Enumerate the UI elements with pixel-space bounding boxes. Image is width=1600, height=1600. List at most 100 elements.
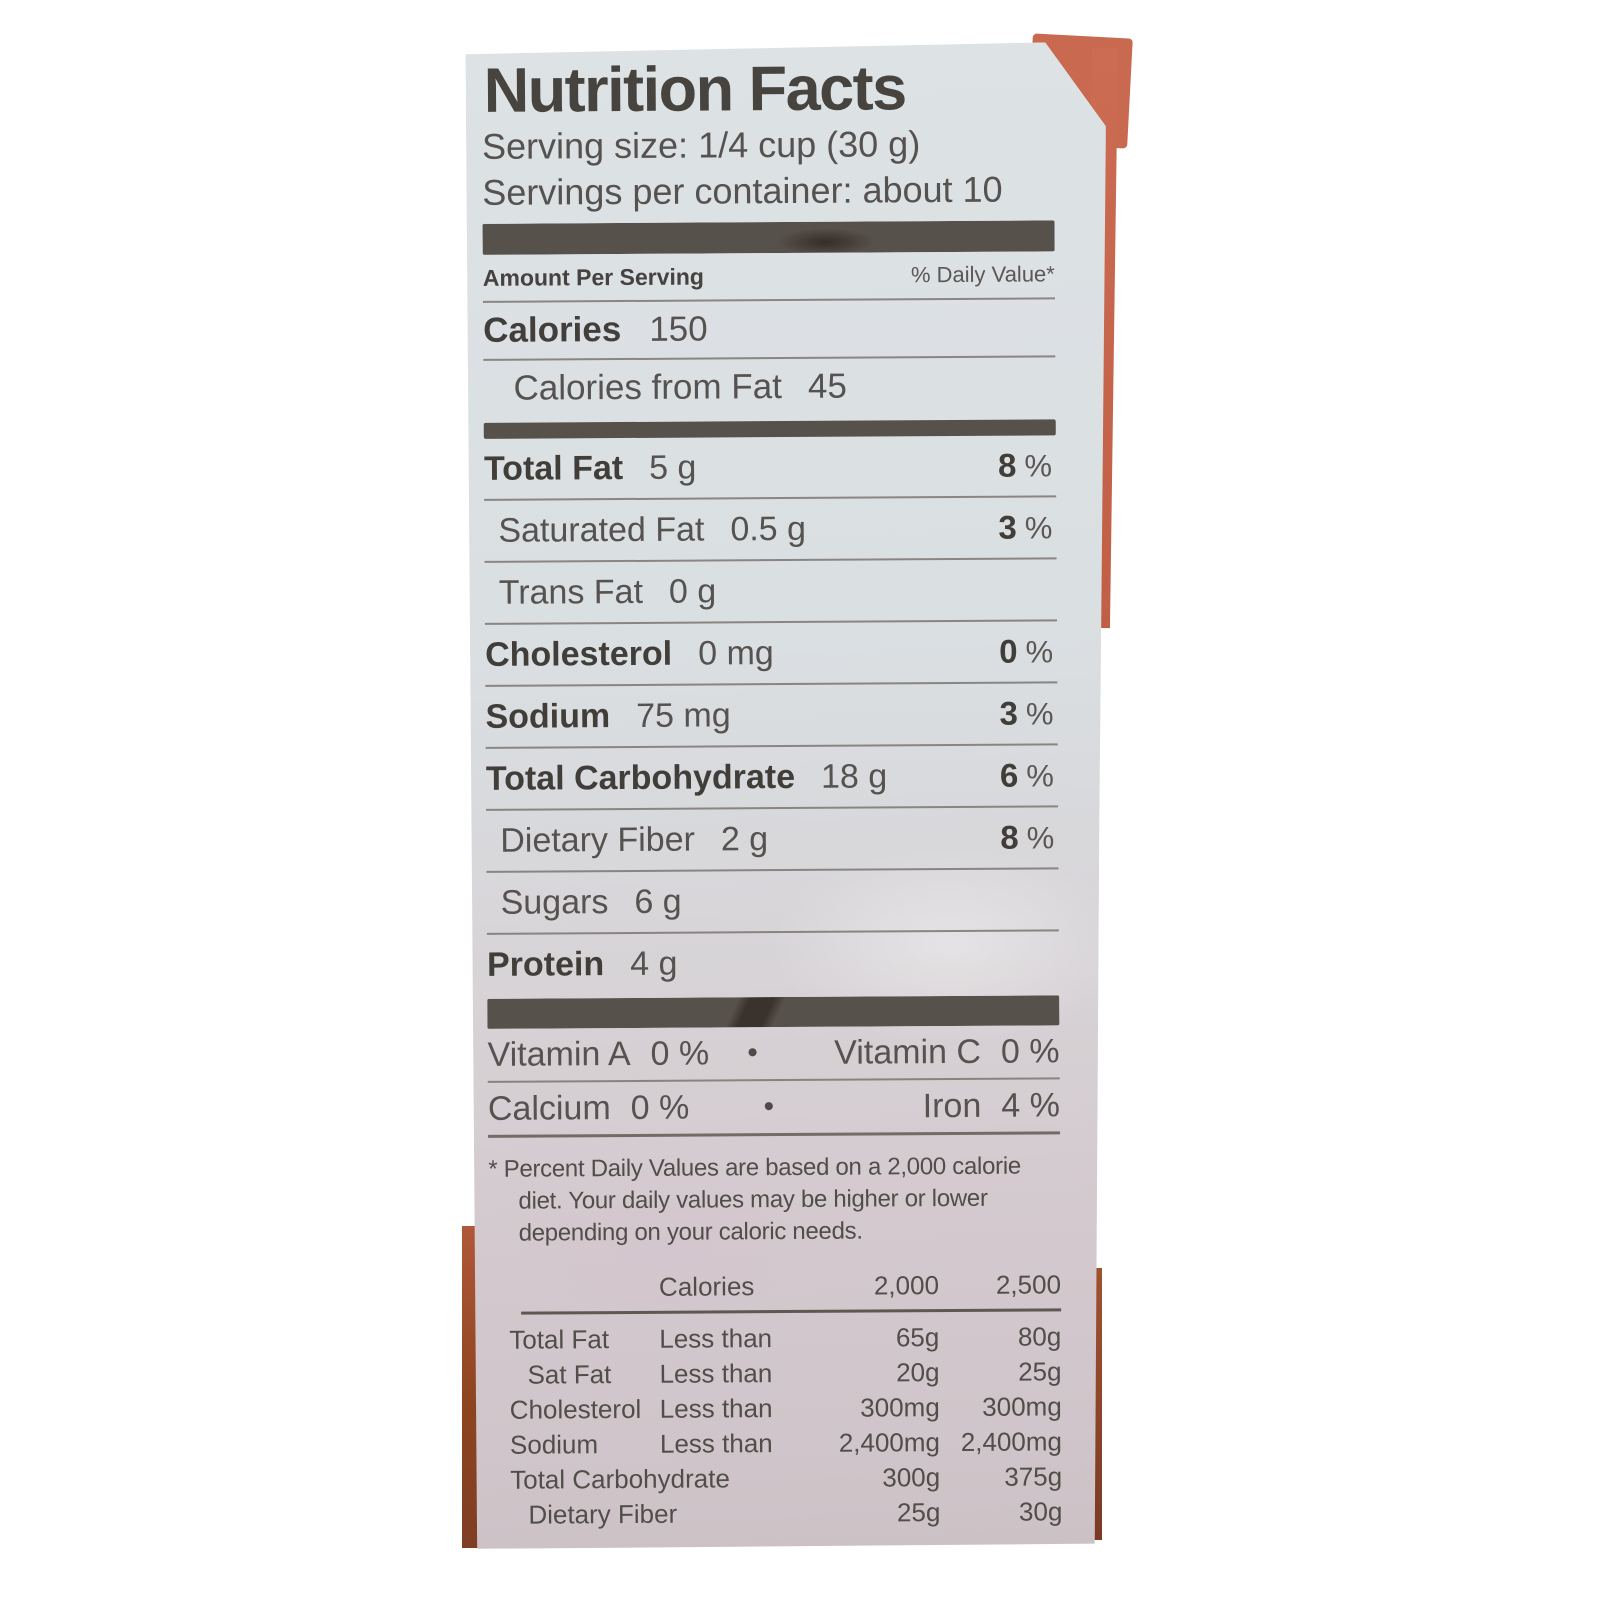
- daily-value: 0%: [999, 632, 1057, 670]
- row-value-2500: 25g: [1018, 1356, 1062, 1387]
- percent-sign: %: [1026, 758, 1054, 794]
- percent-sign: %: [1025, 634, 1054, 670]
- percent-sign: %: [1024, 448, 1053, 484]
- daily-value-number: 3: [998, 508, 1017, 546]
- nutrient-name: Saturated Fat: [498, 510, 705, 550]
- footnote-line: depending on your caloric needs.: [518, 1217, 863, 1247]
- nutrient-amount: 0 mg: [698, 633, 774, 673]
- nutrient-amount: 0.5 g: [730, 509, 807, 548]
- vitamin-value: 4 %: [1001, 1085, 1061, 1125]
- row-value-2500: 300mg: [982, 1391, 1062, 1422]
- nutrient-row-total-carbohydrate: Total Carbohydrate 18 g 6%: [486, 745, 1058, 808]
- calories-from-fat-row: Calories from Fat 45: [483, 357, 1055, 416]
- daily-value-number: 8: [1000, 818, 1019, 856]
- header-calories: Calories: [658, 1270, 755, 1302]
- nutrient-name: Sodium: [485, 696, 611, 736]
- nutrition-facts-label: Nutrition Facts Serving size: 1/4 cup (3…: [465, 42, 1114, 1549]
- row-qualifier: Less than: [659, 1358, 773, 1389]
- vitamin-row-2: Calcium 0 % • Iron 4 %: [488, 1079, 1060, 1134]
- daily-value-number: 0: [999, 632, 1018, 670]
- vitamin-name: Iron: [922, 1086, 982, 1125]
- nutrient-name: Total Fat: [483, 448, 624, 488]
- row-value-2500: 375g: [1004, 1461, 1063, 1492]
- table-row: Sat Fat Less than 20g 25g: [509, 1354, 1061, 1392]
- vitamin-name: Calcium: [487, 1088, 611, 1128]
- row-name: Total Fat: [509, 1324, 610, 1355]
- percent-sign: %: [1024, 510, 1053, 546]
- row-qualifier: Less than: [659, 1323, 773, 1354]
- nutrient-amount: 4 g: [630, 944, 678, 983]
- nutrient-row-cholesterol: Cholesterol 0 mg 0%: [485, 621, 1057, 684]
- vitamin-name: Vitamin C: [834, 1032, 982, 1072]
- nutrient-amount: 0 g: [668, 571, 717, 611]
- daily-value-number: 8: [997, 446, 1017, 484]
- nutrient-name: Trans Fat: [498, 572, 644, 612]
- nutrient-amount: 75 mg: [636, 695, 731, 735]
- daily-value: 3%: [998, 508, 1056, 546]
- servings-per-container-text: Servings per container: about 10: [482, 168, 1003, 213]
- row-value-2000: 25g: [896, 1497, 941, 1528]
- serving-size-text: Serving size: 1/4 cup (30 g): [481, 123, 921, 167]
- daily-value-number: 6: [999, 756, 1019, 794]
- nutrient-amount: 18 g: [820, 756, 888, 796]
- row-name: Sodium: [509, 1429, 599, 1460]
- amount-per-serving-label: Amount Per Serving: [482, 263, 705, 291]
- table-row: Dietary Fiber 25g 30g: [510, 1494, 1062, 1532]
- vitamin-name: Vitamin A: [487, 1034, 631, 1074]
- nutrient-name: Protein: [486, 944, 605, 984]
- vitamin-value: 0 %: [630, 1088, 690, 1127]
- table-row: Total Carbohydrate 300g 375g: [510, 1459, 1062, 1497]
- table-header-rule: [521, 1308, 1061, 1314]
- nutrient-row-protein: Protein 4 g: [487, 931, 1059, 994]
- vitamin-a: Vitamin A 0 %: [487, 1034, 709, 1074]
- vitamin-row-1: Vitamin A 0 % • Vitamin C 0 %: [487, 1025, 1059, 1080]
- table-row: Total Fat Less than 65g 80g: [509, 1319, 1061, 1357]
- nutrient-row-total-fat: Total Fat 5 g 8%: [484, 435, 1056, 498]
- row-name: Total Carbohydrate: [510, 1463, 730, 1495]
- reference-table: Calories 2,000 2,500 Total Fat Less than…: [509, 1266, 1063, 1532]
- nutrient-name: Total Carbohydrate: [485, 757, 796, 798]
- footnote-line: diet. Your daily values may be higher or…: [518, 1184, 988, 1215]
- daily-value: 8%: [998, 446, 1056, 484]
- footnote: * Percent Daily Values are based on a 2,…: [488, 1150, 1061, 1249]
- section-divider-bar: [483, 220, 1055, 254]
- footnote-line: * Percent Daily Values are based on a 2,…: [488, 1152, 1021, 1183]
- iron: Iron 4 %: [923, 1086, 1060, 1126]
- nutrient-row-sugars: Sugars 6 g: [486, 869, 1058, 932]
- header-2000: 2,000: [873, 1269, 940, 1300]
- row-qualifier: Less than: [659, 1393, 773, 1424]
- calories-label: Calories: [483, 310, 622, 350]
- calories-from-fat-value: 45: [807, 366, 847, 406]
- row-value-2000: 2,400mg: [838, 1427, 941, 1458]
- calcium: Calcium 0 %: [488, 1088, 690, 1128]
- label-title: Nutrition Facts: [483, 53, 906, 126]
- bullet-separator: •: [763, 1090, 775, 1124]
- daily-value: 6%: [1000, 756, 1058, 794]
- nutrient-row-dietary-fiber: Dietary Fiber 2 g 8%: [486, 807, 1058, 870]
- row-name: Dietary Fiber: [528, 1498, 678, 1530]
- percent-sign: %: [1025, 696, 1054, 732]
- row-value-2500: 80g: [1017, 1321, 1062, 1352]
- calories-from-fat-label: Calories from Fat: [513, 367, 783, 408]
- daily-value-header: % Daily Value*: [910, 261, 1055, 288]
- nutrient-row-trans-fat: Trans Fat 0 g: [485, 559, 1057, 622]
- header-2500: 2,500: [995, 1268, 1062, 1300]
- percent-sign: %: [1026, 820, 1055, 856]
- nutrient-row-sodium: Sodium 75 mg 3%: [485, 683, 1057, 746]
- table-row: Cholesterol Less than 300mg 300mg: [510, 1389, 1062, 1427]
- vitamin-c: Vitamin C 0 %: [834, 1032, 1060, 1072]
- row-value-2500: 2,400mg: [960, 1426, 1063, 1457]
- nutrient-name: Cholesterol: [485, 634, 673, 674]
- row-value-2000: 65g: [895, 1322, 940, 1353]
- nutrient-name: Dietary Fiber: [500, 820, 695, 860]
- daily-value-number: 3: [999, 694, 1019, 732]
- row-qualifier: Less than: [659, 1428, 773, 1459]
- vitamin-value: 0 %: [650, 1033, 710, 1073]
- amount-per-serving-row: Amount Per Serving % Daily Value*: [483, 251, 1055, 300]
- row-value-2000: 300mg: [860, 1392, 940, 1423]
- spacer: [509, 1287, 659, 1288]
- nutrient-amount: 6 g: [634, 882, 682, 921]
- table-row: Sodium Less than 2,400mg 2,400mg: [510, 1424, 1062, 1462]
- calories-row: Calories 150: [483, 299, 1055, 358]
